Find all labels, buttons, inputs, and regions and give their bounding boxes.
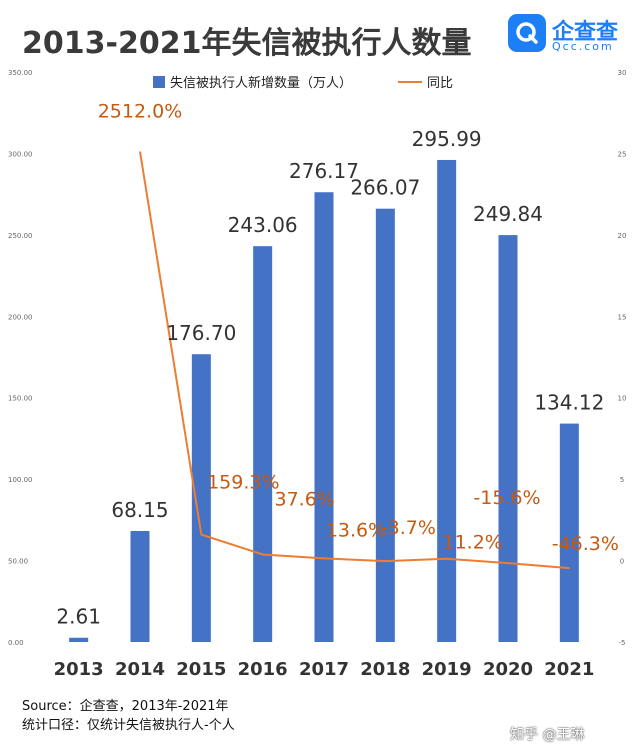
x-axis-label: 2019 bbox=[422, 659, 472, 680]
bar bbox=[253, 246, 273, 642]
logo-q-icon bbox=[508, 14, 546, 52]
line-data-label: 2512.0% bbox=[98, 100, 183, 122]
bar bbox=[130, 531, 150, 642]
x-axis-label: 2020 bbox=[483, 659, 533, 680]
x-axis-label: 2017 bbox=[299, 659, 349, 680]
right-axis-tick: 10 bbox=[618, 395, 627, 403]
chart-footer: Source：企查查，2013年-2021年 统计口径：仅统计失信被执行人-个人 bbox=[22, 697, 235, 735]
right-axis-tick: -5 bbox=[619, 639, 626, 647]
chart-title: 2013-2021年失信被执行人数量 bbox=[22, 26, 472, 61]
left-axis-tick: 250.00 bbox=[8, 232, 33, 240]
left-axis-tick: 300.00 bbox=[8, 150, 33, 158]
bar-data-label: 295.99 bbox=[412, 127, 482, 151]
x-axis-label: 2015 bbox=[176, 659, 226, 680]
legend-bar-swatch bbox=[153, 76, 165, 88]
bar bbox=[437, 159, 457, 642]
right-axis-tick: 30 bbox=[618, 69, 627, 77]
line-data-label: -3.7% bbox=[381, 517, 436, 539]
line-data-label: 37.6% bbox=[274, 488, 334, 510]
left-axis-tick: 0.00 bbox=[8, 639, 24, 647]
bar-data-label: 176.70 bbox=[166, 321, 236, 345]
source-note: Source：企查查，2013年-2021年 bbox=[22, 699, 229, 714]
line-data-label: -15.6% bbox=[473, 487, 540, 509]
x-axis-label: 2013 bbox=[54, 659, 104, 680]
legend-line-label: 同比 bbox=[427, 76, 453, 91]
bar-data-label: 68.15 bbox=[111, 498, 168, 522]
bar bbox=[314, 192, 334, 642]
right-axis-tick: 15 bbox=[618, 313, 627, 321]
left-axis-tick: 150.00 bbox=[8, 395, 33, 403]
bar-data-label: 276.17 bbox=[289, 159, 359, 183]
left-axis-tick: 350.00 bbox=[8, 69, 33, 77]
bar-data-label: 134.12 bbox=[534, 391, 604, 415]
line-data-label: 159.3% bbox=[207, 472, 279, 494]
bar-data-label: 249.84 bbox=[473, 202, 543, 226]
left-axis-tick: 200.00 bbox=[8, 313, 33, 321]
author-credit: 知乎 @王琳 bbox=[510, 727, 585, 743]
left-axis-tick: 100.00 bbox=[8, 476, 33, 484]
line-data-label: -46.3% bbox=[552, 533, 619, 555]
bar bbox=[191, 354, 211, 642]
legend-bar-label: 失信被执行人新增数量（万人） bbox=[170, 75, 352, 91]
x-axis-label: 2018 bbox=[360, 659, 410, 680]
scope-note: 统计口径：仅统计失信被执行人-个人 bbox=[22, 718, 235, 733]
bar bbox=[498, 235, 518, 642]
logo-name: 企查查 bbox=[552, 20, 619, 45]
bar bbox=[559, 423, 579, 642]
bar-data-label: 266.07 bbox=[350, 176, 420, 200]
right-axis-tick: 20 bbox=[618, 232, 627, 240]
right-axis-tick: 25 bbox=[618, 150, 627, 158]
right-axis-tick: 0 bbox=[620, 558, 624, 566]
bar-data-label: 2.61 bbox=[56, 605, 101, 629]
bar-data-label: 243.06 bbox=[228, 213, 298, 237]
right-axis-tick: 5 bbox=[620, 476, 624, 484]
logo-subtitle: Qcc.com bbox=[552, 40, 614, 53]
line-data-label: 11.2% bbox=[442, 532, 502, 554]
brand-logo: 企查查 Qcc.com bbox=[508, 14, 630, 60]
x-axis-label: 2021 bbox=[544, 659, 594, 680]
left-axis-tick: 50.00 bbox=[8, 558, 28, 566]
x-axis-label: 2014 bbox=[115, 659, 165, 680]
yoy-line bbox=[139, 151, 570, 570]
line-data-label: 13.6% bbox=[326, 519, 386, 541]
x-axis-label: 2016 bbox=[238, 659, 288, 680]
bar bbox=[69, 637, 89, 642]
bar bbox=[375, 208, 395, 642]
